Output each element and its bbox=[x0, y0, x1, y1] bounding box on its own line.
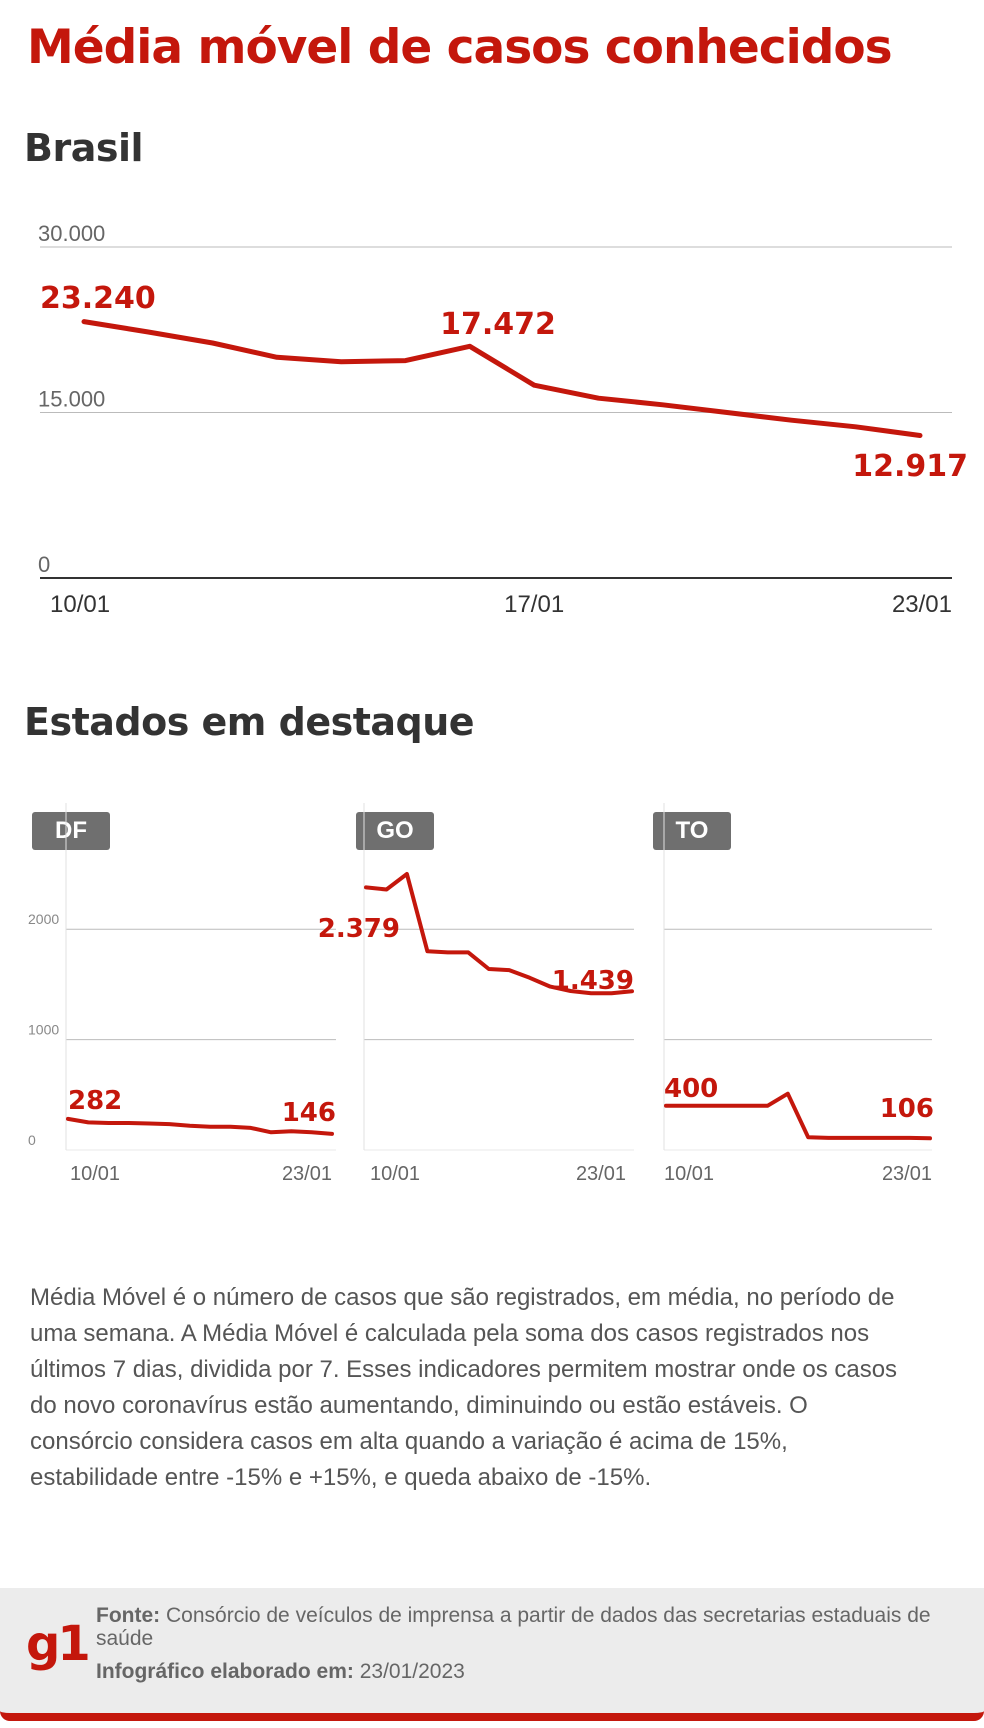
df-xtick-label: 23/01 bbox=[282, 1163, 332, 1185]
to-series-line bbox=[664, 1091, 932, 1141]
to-data-label: 106 bbox=[880, 1094, 934, 1124]
brasil-section-title: Brasil bbox=[24, 126, 144, 170]
go-xtick-label: 10/01 bbox=[370, 1163, 420, 1185]
go-xtick-label: 23/01 bbox=[576, 1163, 626, 1185]
brasil-ytick-label: 30.000 bbox=[38, 221, 105, 246]
description-text: Média Móvel é o número de casos que são … bbox=[30, 1284, 898, 1491]
footer-text: Fonte: Consórcio de veículos de imprensa… bbox=[96, 1604, 946, 1683]
brasil-line-chart: 0 15.000 30.000 10/01 17/01 23/01 23.240 17.472… bbox=[38, 221, 968, 618]
to-line-chart: 10/01 23/01 400 106 bbox=[663, 803, 934, 1185]
df-ytick-label: 1000 bbox=[28, 1022, 59, 1038]
go-data-label: 1.439 bbox=[552, 966, 634, 996]
go-line-chart: 10/01 23/01 2.379 1.439 bbox=[318, 803, 634, 1185]
g1-logo: g1 bbox=[26, 1616, 91, 1672]
to-xtick-label: 10/01 bbox=[664, 1163, 714, 1185]
df-data-label: 282 bbox=[68, 1086, 122, 1116]
source-text: Consórcio de veículos de imprensa a part… bbox=[96, 1604, 931, 1650]
df-ytick-label: 0 bbox=[28, 1132, 36, 1148]
brasil-xtick-label: 17/01 bbox=[504, 591, 564, 618]
brasil-xtick-label: 10/01 bbox=[50, 591, 110, 618]
brasil-series-line bbox=[81, 319, 923, 438]
footer: g1 Fonte: Consórcio de veículos de impre… bbox=[0, 1588, 984, 1721]
date-label: Infográfico elaborado em: bbox=[96, 1660, 354, 1683]
df-xtick-label: 10/01 bbox=[70, 1163, 120, 1185]
df-ytick-label: 2000 bbox=[28, 911, 59, 927]
brasil-data-label: 17.472 bbox=[440, 307, 556, 342]
brasil-ytick-label: 0 bbox=[38, 552, 50, 577]
brasil-ytick-label: 15.000 bbox=[38, 387, 105, 412]
state-tag-to: TO bbox=[653, 812, 731, 850]
source-label: Fonte: bbox=[96, 1604, 161, 1627]
brasil-xtick-label: 23/01 bbox=[892, 591, 952, 618]
date-text: 23/01/2023 bbox=[359, 1660, 465, 1683]
to-xtick-label: 23/01 bbox=[882, 1163, 932, 1185]
to-data-label: 400 bbox=[664, 1074, 718, 1104]
brasil-data-label: 23.240 bbox=[40, 281, 156, 316]
df-data-label: 146 bbox=[282, 1098, 336, 1128]
df-series-line bbox=[66, 1116, 334, 1136]
estados-section-title: Estados em destaque bbox=[24, 700, 475, 744]
state-tag-go: GO bbox=[356, 812, 434, 850]
df-line-chart: 0 1000 2000 10/01 23/01 282 146 bbox=[28, 803, 336, 1185]
go-series-line bbox=[364, 872, 634, 996]
infographic-title: Média móvel de casos conhecidos bbox=[27, 20, 893, 75]
go-data-label: 2.379 bbox=[318, 914, 400, 944]
state-tag-df: DF bbox=[32, 812, 110, 850]
brasil-data-label: 12.917 bbox=[852, 449, 968, 484]
